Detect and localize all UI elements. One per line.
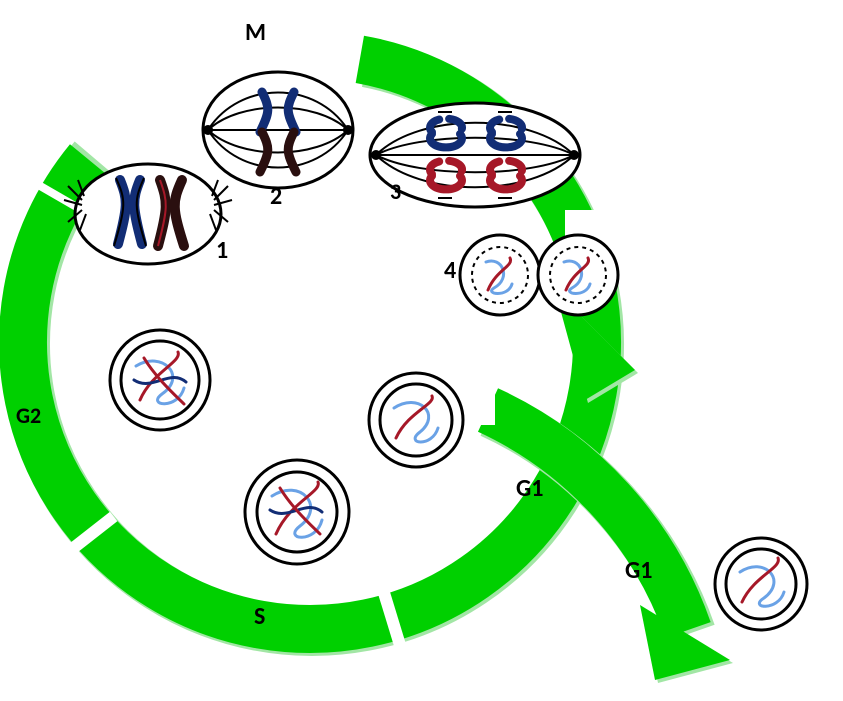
- cell-g1: [369, 373, 463, 467]
- cell-m4: [460, 235, 618, 315]
- phase-label-s: S: [254, 602, 265, 631]
- cell-m2: [203, 72, 353, 188]
- num-4: 4: [444, 256, 456, 285]
- phase-label-g1: G1: [516, 474, 543, 503]
- cell-g2: [110, 330, 210, 430]
- num-1: 1: [216, 236, 228, 265]
- num-2: 2: [270, 182, 282, 211]
- cell-g1b: [715, 538, 807, 630]
- phase-label-g2: G2: [16, 402, 41, 429]
- phase-label-g1b: G1: [625, 556, 652, 585]
- cell-m3: [370, 103, 580, 207]
- cell-s: [245, 460, 349, 564]
- num-3: 3: [390, 178, 401, 205]
- phase-label-m: M: [245, 18, 266, 47]
- cell-cycle-diagram: [0, 0, 843, 696]
